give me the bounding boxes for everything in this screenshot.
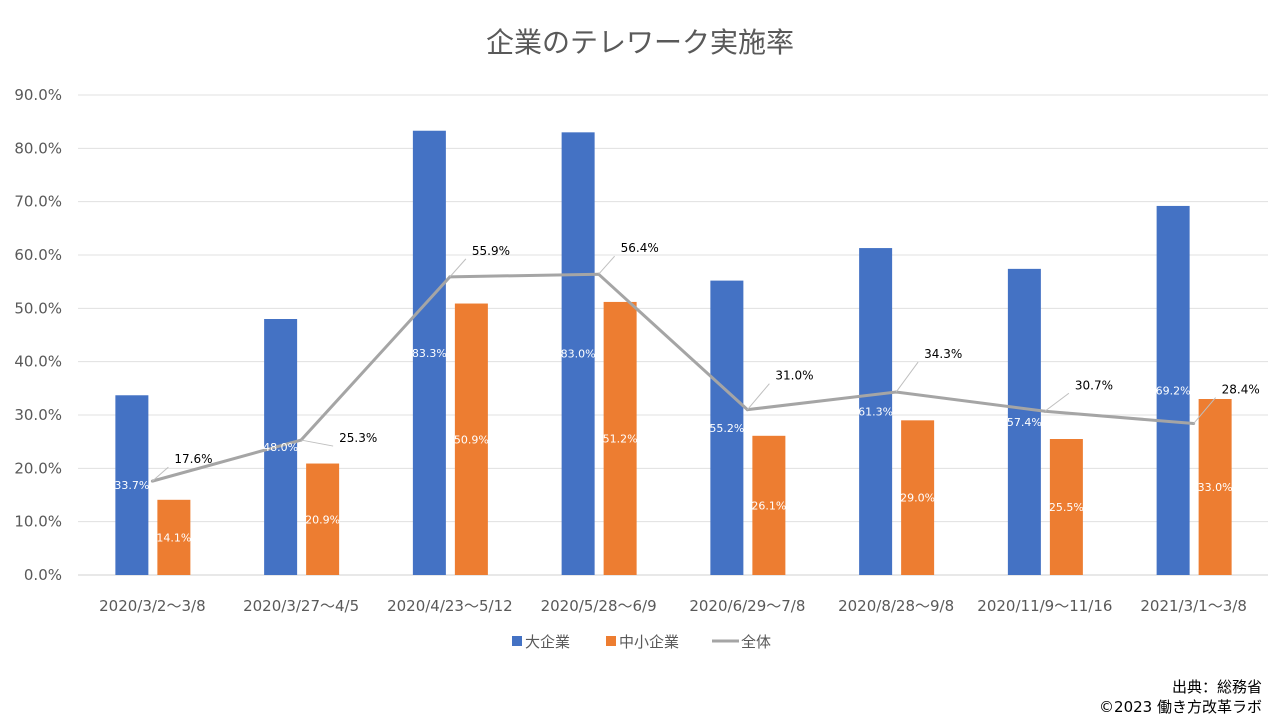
sme-bar (1049, 439, 1083, 575)
x-tick-label: 2020/5/28〜6/9 (541, 597, 657, 615)
leader-line (895, 361, 919, 393)
sme-bar (901, 420, 935, 575)
y-tick-label: 80.0% (14, 139, 62, 157)
sme-bar (603, 301, 637, 575)
line-data-label: 56.4% (621, 241, 659, 255)
bar-data-label: 29.0% (900, 492, 935, 505)
y-tick-label: 70.0% (14, 193, 62, 211)
x-tick-label: 2020/11/9〜11/16 (977, 597, 1112, 615)
large-company-bar (1007, 268, 1041, 575)
bar-data-label: 57.4% (1007, 416, 1042, 429)
large-company-bar (561, 132, 595, 576)
leader-line (152, 466, 169, 482)
sme-bar (454, 303, 488, 575)
x-tick-label: 2020/6/29〜7/8 (689, 597, 805, 615)
legend-swatch (512, 636, 522, 646)
bar-data-label: 55.2% (709, 422, 744, 435)
chart-title: 企業のテレワーク実施率 (486, 26, 794, 59)
leader-line (746, 383, 770, 410)
x-tick-label: 2021/3/1〜3/8 (1140, 597, 1247, 615)
y-tick-label: 40.0% (14, 353, 62, 371)
bar-data-label: 83.3% (412, 347, 447, 360)
line-data-label: 30.7% (1075, 378, 1113, 392)
legend-label: 大企業 (525, 633, 570, 651)
x-tick-label: 2020/3/2〜3/8 (99, 597, 206, 615)
bar-data-label: 50.9% (454, 433, 489, 446)
line-data-label: 28.4% (1222, 383, 1260, 397)
y-tick-label: 10.0% (14, 513, 62, 531)
sme-bar (1198, 399, 1232, 575)
bar-data-label: 14.1% (156, 531, 191, 544)
leader-line (449, 258, 467, 278)
y-tick-label: 20.0% (14, 459, 62, 477)
y-tick-label: 50.0% (14, 299, 62, 317)
large-company-bar (412, 130, 446, 575)
x-tick-label: 2020/8/28〜9/8 (838, 597, 954, 615)
legend-item: 全体 (712, 633, 771, 651)
bar-data-label: 61.3% (858, 406, 893, 419)
y-tick-label: 30.0% (14, 406, 62, 424)
bar-data-label: 25.5% (1049, 501, 1084, 514)
y-tick-label: 0.0% (24, 566, 62, 584)
line-data-label: 25.3% (339, 431, 377, 445)
large-company-bar (710, 280, 744, 575)
line-data-label: 31.0% (775, 369, 813, 383)
bar-data-label: 48.0% (263, 441, 298, 454)
legend-label: 中小企業 (619, 633, 679, 651)
total-line (151, 272, 1194, 483)
y-tick-label: 60.0% (14, 246, 62, 264)
legend-swatch (606, 636, 616, 646)
bar-data-label: 83.0% (561, 348, 596, 361)
large-company-bar (1156, 205, 1190, 575)
leader-line (598, 255, 615, 275)
bar-data-label: 69.2% (1156, 384, 1191, 397)
legend-item: 大企業 (512, 633, 570, 651)
bar-data-label: 33.7% (114, 479, 149, 492)
sme-bar (752, 435, 786, 575)
source-label: 出典：総務省 (1171, 678, 1262, 696)
y-tick-label: 90.0% (14, 86, 62, 104)
line-data-label: 55.9% (472, 244, 510, 258)
legend-label: 全体 (741, 633, 771, 651)
large-company-bar (859, 248, 893, 576)
large-company-bar (115, 395, 149, 575)
bar-data-label: 20.9% (305, 513, 340, 526)
bar-data-label: 51.2% (603, 432, 638, 445)
legend-item: 中小企業 (606, 633, 679, 651)
line-data-label: 17.6% (174, 452, 212, 466)
copyright-label: ©2023 働き方改革ラボ (1099, 698, 1262, 716)
leader-line (1044, 392, 1070, 412)
bar-data-label: 26.1% (751, 499, 786, 512)
leader-line (1193, 397, 1217, 424)
sme-bar (306, 463, 340, 575)
bar-data-label: 33.0% (1198, 481, 1233, 494)
leader-line (301, 439, 334, 447)
line-data-label: 34.3% (924, 347, 962, 361)
x-tick-label: 2020/3/27〜4/5 (243, 597, 359, 615)
sme-bar (157, 499, 191, 575)
x-tick-label: 2020/4/23〜5/12 (387, 597, 513, 615)
